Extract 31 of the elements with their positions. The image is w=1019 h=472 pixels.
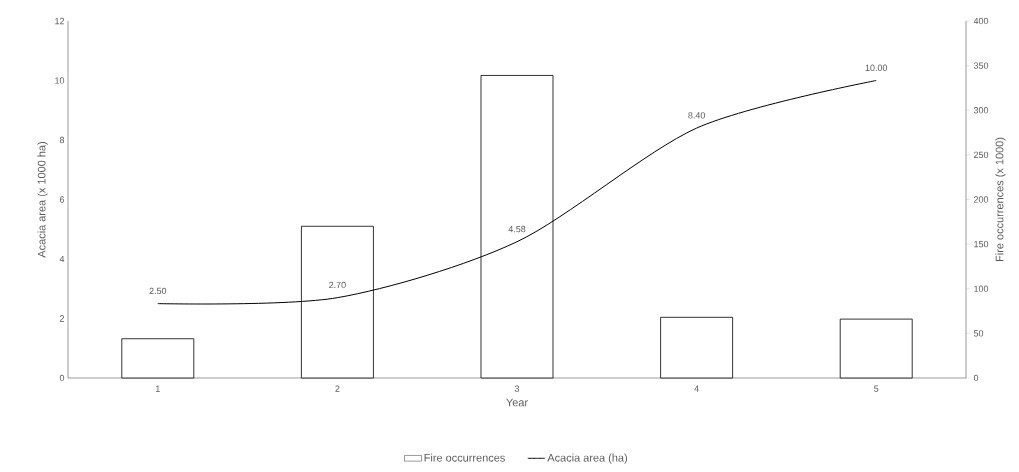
x-tick-label: 1	[156, 385, 160, 392]
data-label: 10.00	[865, 64, 888, 71]
y2-tick-label: 350	[973, 62, 989, 69]
legend-label: Fire occurrences	[424, 453, 505, 462]
data-label: 4.58	[508, 225, 526, 233]
y-tick-label: 8	[59, 136, 65, 144]
x-tick-label: 3	[514, 385, 520, 392]
y-tick-label: 4	[59, 255, 65, 263]
data-label: 2.50	[149, 287, 167, 295]
y-tick-label: 0	[59, 374, 65, 382]
y2-tick-label: 0	[973, 374, 979, 382]
x-tick-label: 2	[335, 385, 340, 392]
y2-tick-label: 50	[973, 330, 984, 337]
y2-axis-title: Fire occurrences (x 1000)	[995, 137, 1006, 262]
y-tick-label: 12	[55, 17, 65, 25]
y-tick-label: 2	[59, 315, 65, 322]
y2-tick-label: 400	[973, 17, 989, 25]
data-label: 8.40	[688, 112, 705, 119]
y-tick-label: 6	[59, 196, 65, 203]
legend-label: Acacia area (ha)	[547, 453, 628, 464]
x-axis-title: Year	[506, 398, 528, 407]
x-tick-label: 5	[874, 385, 879, 392]
y2-tick-label: 200	[973, 196, 989, 203]
y-axis-title: Acacia area (x 1000 ha)	[37, 142, 48, 258]
y2-tick-label: 100	[974, 285, 989, 292]
x-tick-label: 4	[694, 385, 699, 392]
y2-tick-label: 300	[973, 107, 989, 114]
y2-tick-label: 250	[973, 151, 989, 159]
y2-tick-label: 150	[974, 240, 989, 248]
y-tick-label: 10	[55, 77, 65, 84]
data-label: 2.70	[329, 281, 346, 289]
